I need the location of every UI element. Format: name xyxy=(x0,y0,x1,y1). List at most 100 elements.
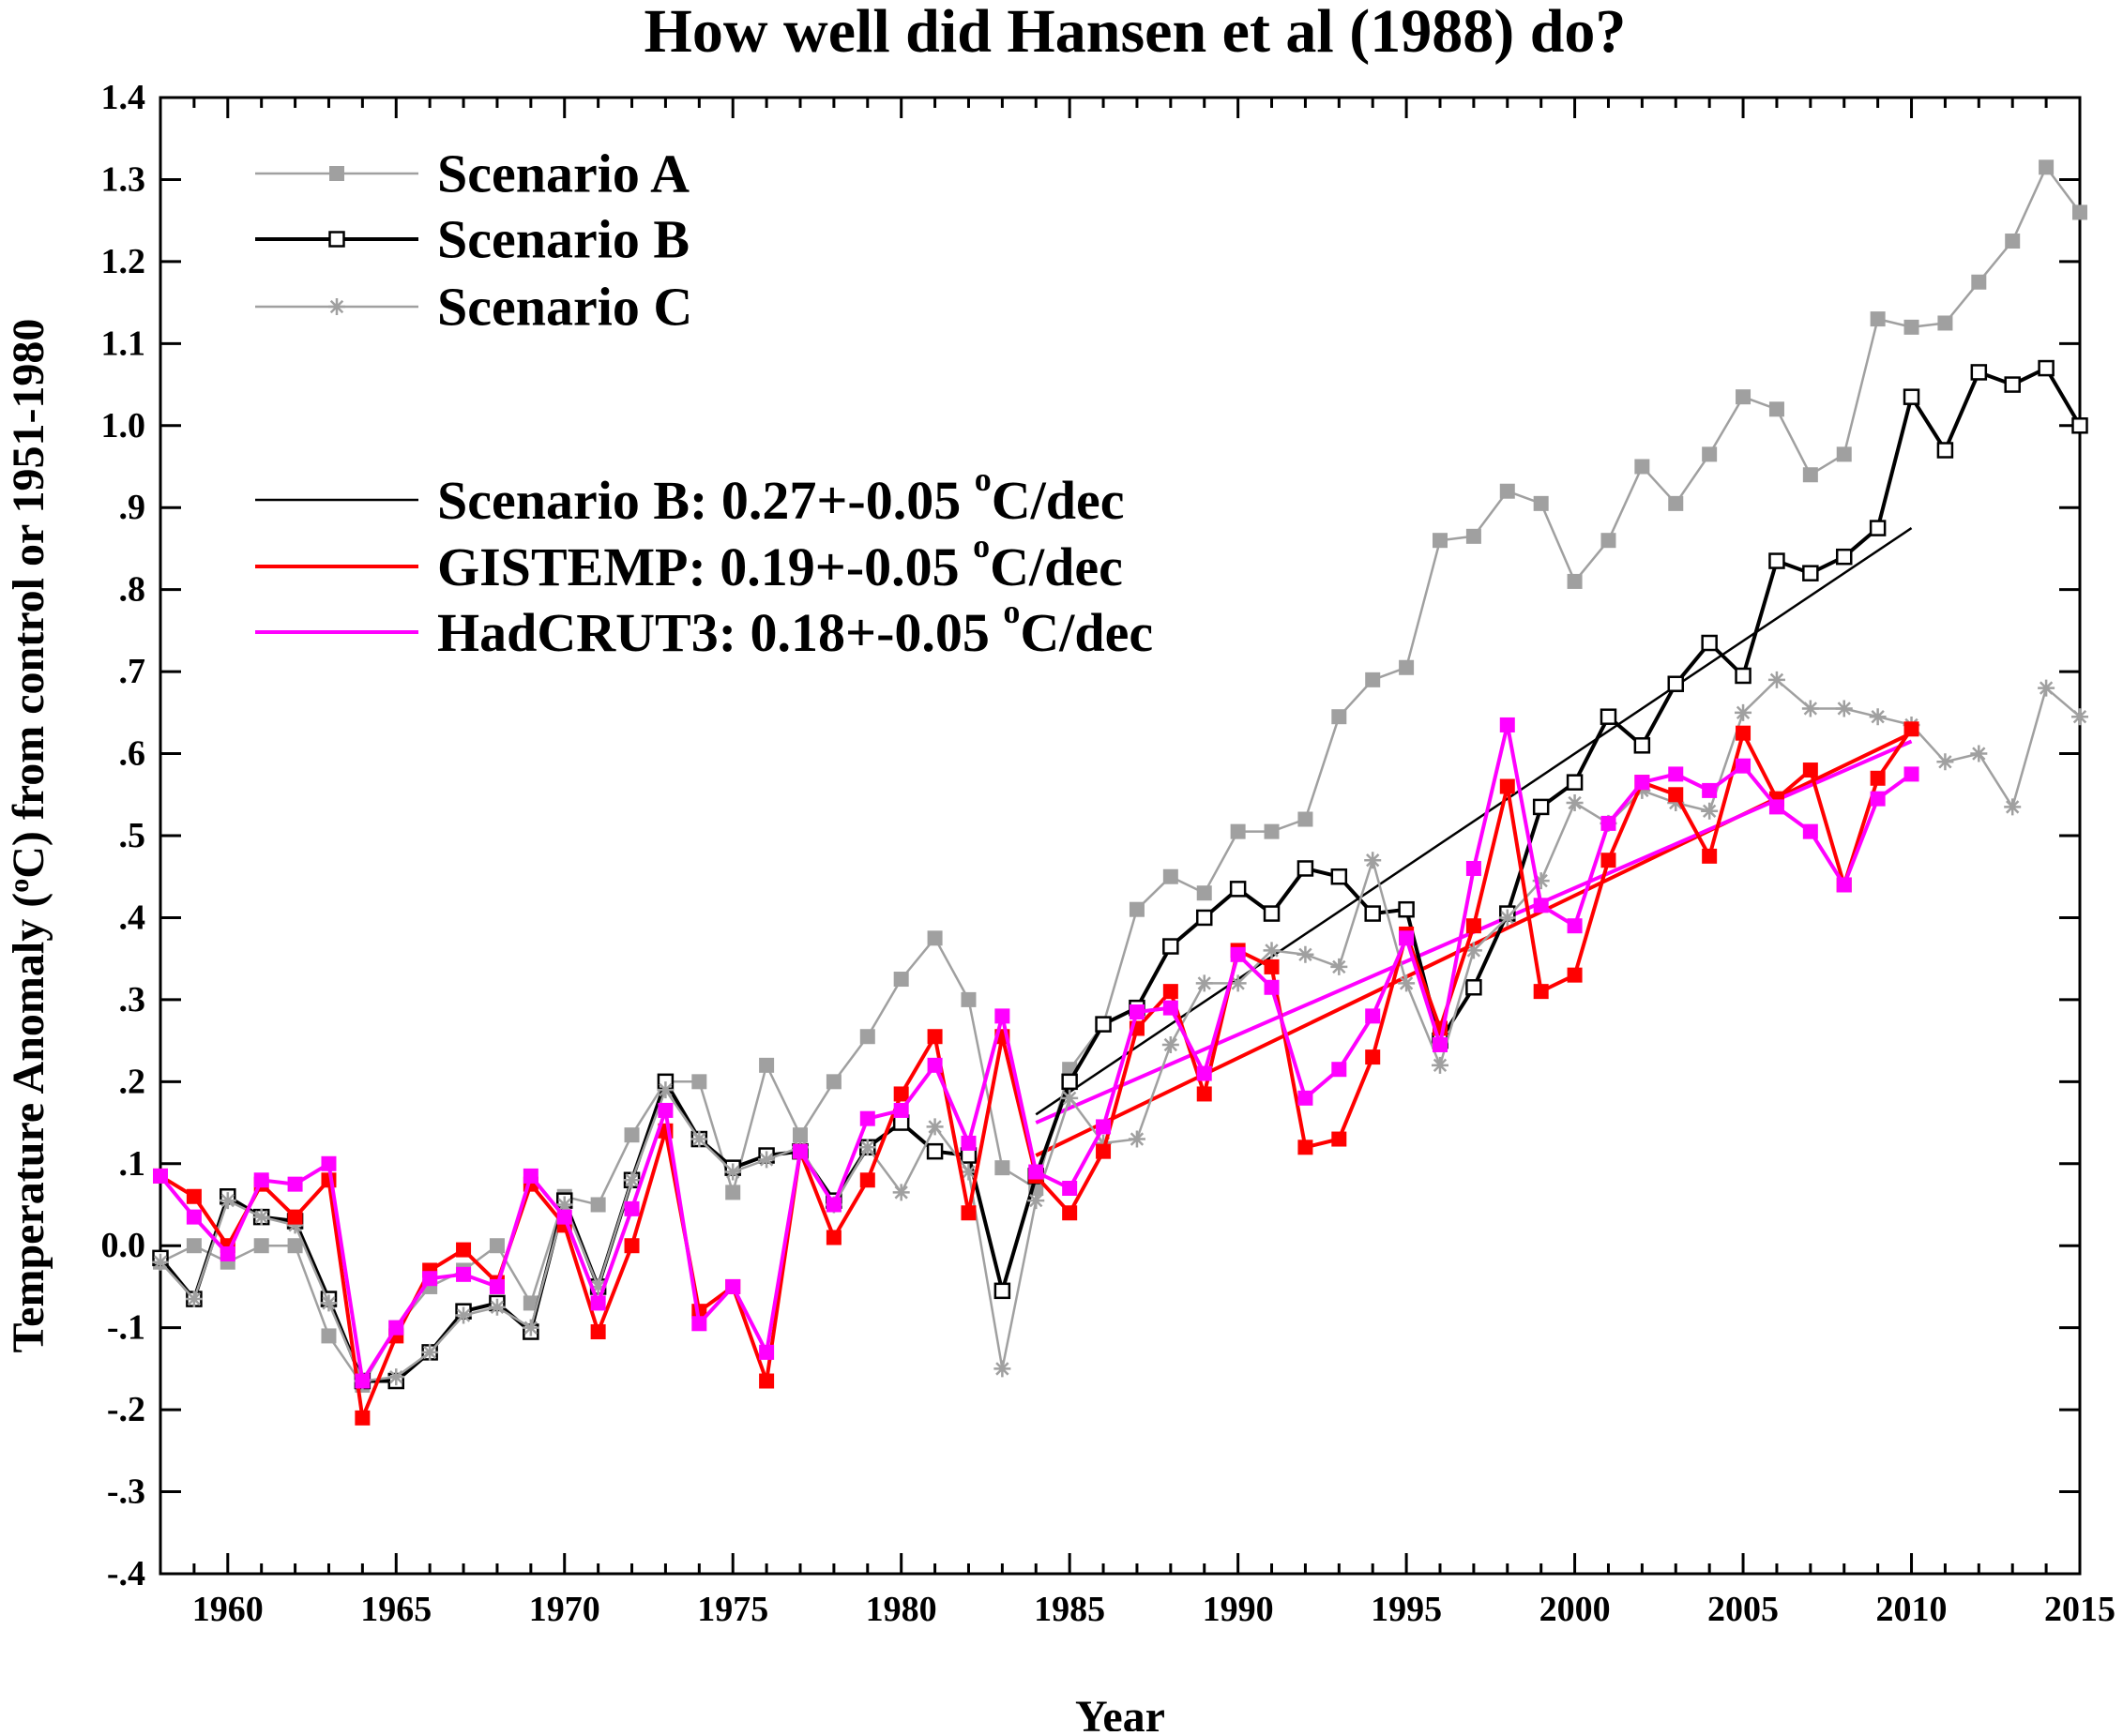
data-point xyxy=(1330,958,1348,975)
data-point xyxy=(186,1209,202,1225)
data-point xyxy=(1532,798,1550,816)
y-tick-label: 1.1 xyxy=(101,324,146,363)
data-point xyxy=(1870,791,1886,807)
data-point xyxy=(759,1373,775,1389)
data-point xyxy=(1028,1164,1044,1180)
data-point xyxy=(1533,898,1549,913)
legend-label: Scenario B xyxy=(437,209,690,270)
data-point xyxy=(387,1368,405,1386)
data-point xyxy=(1196,1065,1212,1081)
data-point xyxy=(1600,853,1616,868)
y-axis-title-part: C) from control or 1951-1980 xyxy=(4,319,53,879)
data-point xyxy=(320,1294,338,1312)
data-point xyxy=(2004,798,2022,816)
data-point xyxy=(153,1168,168,1184)
data-point xyxy=(1870,770,1886,786)
legend-label-sup: o xyxy=(975,460,992,498)
data-point xyxy=(1499,717,1515,732)
data-point xyxy=(691,1074,707,1090)
data-point xyxy=(1364,905,1381,922)
trend-lines xyxy=(1035,527,1913,1157)
data-point xyxy=(623,1171,641,1189)
data-point xyxy=(590,1295,606,1311)
data-point xyxy=(926,1142,944,1160)
data-point xyxy=(421,1343,439,1361)
data-point xyxy=(1633,781,1651,799)
data-point xyxy=(1870,311,1886,327)
data-point xyxy=(1566,794,1584,812)
data-point xyxy=(1398,974,1416,992)
data-point xyxy=(1331,709,1347,725)
data-point xyxy=(1297,811,1313,827)
data-point xyxy=(1365,1008,1381,1024)
series-line xyxy=(159,166,2082,1387)
data-point xyxy=(1399,659,1415,675)
data-point xyxy=(1498,909,1516,927)
data-point xyxy=(2039,159,2055,175)
data-point xyxy=(287,1209,303,1225)
data-point xyxy=(759,1057,775,1073)
data-point xyxy=(1229,881,1247,898)
data-point xyxy=(1229,974,1247,992)
series-line xyxy=(159,678,2081,1382)
data-point xyxy=(556,1209,572,1225)
data-point xyxy=(1802,467,1818,483)
data-point xyxy=(1162,984,1178,1000)
data-point xyxy=(1702,848,1718,864)
data-point xyxy=(1768,552,1785,569)
data-point xyxy=(859,1110,875,1126)
data-point xyxy=(287,1176,303,1192)
data-point xyxy=(422,1271,438,1287)
data-point xyxy=(1465,528,1481,544)
data-point xyxy=(1667,794,1685,812)
data-point xyxy=(2072,204,2087,220)
y-axis-title-sup: o xyxy=(4,879,35,893)
legend-label: Scenario B: 0.27+-0.05 oC/dec xyxy=(437,460,1124,531)
data-point xyxy=(1297,1140,1313,1155)
data-point xyxy=(321,1155,337,1171)
data-point xyxy=(624,1238,640,1254)
data-point xyxy=(2004,376,2021,393)
legend-label-text: C/dec xyxy=(1020,602,1153,663)
data-point xyxy=(1668,787,1684,803)
y-tick-label: -.2 xyxy=(107,1390,145,1429)
data-point xyxy=(960,1163,978,1181)
data-point xyxy=(1566,774,1584,791)
data-point xyxy=(355,1410,371,1426)
data-point xyxy=(1702,782,1718,798)
data-point xyxy=(826,1197,842,1213)
data-point xyxy=(993,1360,1011,1378)
legend-label-text: C/dec xyxy=(990,536,1123,597)
data-point xyxy=(1398,900,1415,918)
data-point xyxy=(455,1306,473,1324)
data-point xyxy=(555,1196,573,1214)
x-tick-label: 2005 xyxy=(1707,1590,1779,1629)
legend-label-text: HadCRUT3: 0.18+-0.05 xyxy=(437,602,1003,663)
data-point xyxy=(1768,401,1784,417)
data-point xyxy=(1633,737,1651,754)
data-point xyxy=(1768,799,1784,815)
legend-label-sup: o xyxy=(973,527,990,565)
y-tick-label: .2 xyxy=(119,1062,146,1101)
y-tick-label: 1.4 xyxy=(101,78,146,117)
data-point xyxy=(725,1278,741,1294)
data-point xyxy=(1162,938,1179,955)
y-tick-label: -.4 xyxy=(107,1554,145,1593)
data-point xyxy=(657,1081,675,1099)
data-point xyxy=(961,1205,977,1221)
y-tick-label: 1.3 xyxy=(101,159,146,199)
data-point xyxy=(1096,1119,1112,1135)
data-point xyxy=(658,1102,674,1118)
data-point xyxy=(2071,417,2088,434)
data-point xyxy=(186,1188,202,1204)
data-point xyxy=(927,930,943,946)
legend-entry: Scenario A xyxy=(255,143,690,204)
data-point xyxy=(893,1102,909,1118)
series-hadcrut3 xyxy=(153,717,1919,1389)
data-point xyxy=(523,1168,538,1184)
data-point xyxy=(1802,762,1818,778)
data-point xyxy=(523,1295,538,1311)
